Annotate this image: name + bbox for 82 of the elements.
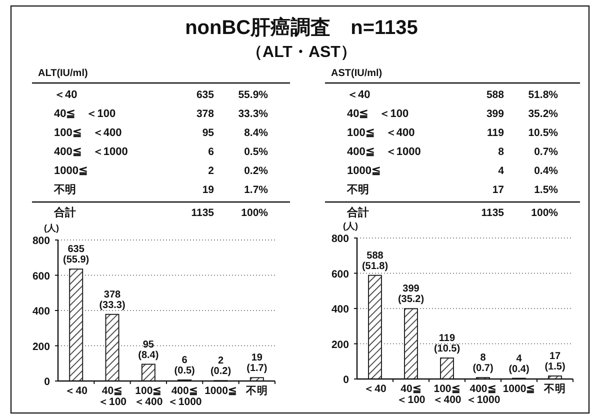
data-label: 6 (0.5) [174, 354, 195, 376]
data-label: 10.5% [528, 127, 559, 139]
data-label: 1.7% [244, 184, 269, 196]
data-label: 95 (8.4) [138, 339, 159, 361]
data-label: 399 (35.2) [398, 284, 424, 306]
category-label: 不明 [53, 184, 76, 196]
y-tick-label: 600 [32, 270, 50, 282]
category-label: 40≦ ＜100 [347, 108, 409, 120]
data-label: 588 [486, 89, 504, 101]
y-axis-title: (人) [44, 223, 59, 233]
data-label: 378 (33.3) [99, 289, 126, 311]
category-label: ＜40 [347, 89, 370, 101]
x-tick-label: 400≦ ＜1000 [167, 385, 202, 408]
x-tick-label: 1000≦ [502, 383, 536, 395]
data-label: 35.2% [528, 108, 559, 120]
y-tick-label: 800 [331, 233, 350, 245]
data-label: 378 [196, 108, 214, 120]
data-label: 1.5% [534, 184, 559, 196]
data-label: 19 (1.7) [246, 352, 268, 374]
x-tick-label: 40≦ ＜100 [98, 385, 127, 408]
data-label: 4 [498, 165, 504, 177]
data-label: 1135 [191, 207, 214, 219]
category-label: 不明 [346, 184, 369, 196]
x-tick-label: 1000≦ [204, 385, 237, 397]
category-label: 400≦ ＜1000 [347, 146, 421, 158]
category-label: 400≦ ＜1000 [54, 146, 128, 158]
data-label: 100% [531, 207, 559, 219]
category-label: ＜40 [54, 89, 78, 101]
category-label: 100≦ ＜400 [54, 127, 122, 139]
data-label: 0.4% [534, 165, 559, 177]
data-label: 0.5% [244, 146, 269, 158]
data-label: 17 (1.5) [544, 351, 566, 373]
category-label: 合計 [53, 206, 76, 219]
data-label: 33.3% [238, 108, 269, 120]
category-label: 1000≦ [54, 165, 88, 177]
category-label: 合計 [346, 206, 369, 219]
data-label: 100% [241, 207, 269, 219]
data-label: 4 (0.4) [508, 353, 530, 375]
text: nonBC肝癌調査 n=1135 [185, 16, 418, 39]
category-label: 100≦ ＜400 [347, 127, 415, 139]
legend-title: ALT(IU/ml) [38, 68, 88, 79]
x-tick-label: 不明 [543, 383, 566, 395]
y-axis-title: (人) [343, 221, 358, 231]
data-label: 399 [486, 108, 504, 120]
data-label: 1135 [481, 207, 504, 219]
data-label: 51.8% [528, 89, 559, 101]
data-label: 635 (55.9) [63, 244, 90, 266]
data-label: 2 (0.2) [210, 356, 232, 378]
data-label: 119 (10.5) [434, 333, 460, 355]
data-label: 55.9% [238, 89, 269, 101]
data-label: 95 [202, 127, 214, 139]
data-label: 8 (0.7) [472, 352, 494, 374]
data-label: 17 [492, 184, 504, 196]
text: （ALT・AST） [246, 44, 356, 61]
data-label: 8 [498, 146, 504, 158]
x-tick-label: ＜40 [64, 385, 88, 397]
data-label: 0.2% [244, 165, 269, 177]
y-tick-label: 0 [343, 374, 350, 386]
x-tick-label: 100≦ ＜400 [134, 385, 163, 408]
x-tick-label: 400≦ ＜1000 [466, 383, 500, 406]
data-label: 635 [196, 89, 214, 101]
x-tick-label: 不明 [244, 385, 268, 397]
y-tick-label: 600 [331, 268, 350, 280]
category-label: 40≦ ＜100 [54, 108, 116, 120]
x-tick-label: 100≦ ＜400 [432, 383, 462, 406]
data-label: 0.7% [534, 146, 559, 158]
data-label: 19 [202, 184, 214, 196]
y-tick-label: 200 [32, 340, 50, 353]
category-label: 1000≦ [347, 165, 380, 177]
data-label: 588 (51.8) [362, 250, 388, 272]
x-tick-label: 40≦ ＜100 [396, 383, 426, 406]
data-label: 119 [487, 127, 504, 139]
y-tick-label: 0 [44, 376, 50, 388]
y-tick-label: 400 [32, 306, 50, 318]
legend-title: AST(IU/ml) [331, 68, 382, 79]
y-tick-label: 200 [331, 338, 350, 351]
data-label: 6 [208, 146, 214, 158]
y-tick-label: 800 [32, 235, 50, 247]
y-tick-label: 400 [331, 304, 350, 316]
data-label: 2 [208, 165, 214, 177]
x-tick-label: ＜40 [364, 383, 386, 395]
data-label: 8.4% [244, 127, 269, 139]
